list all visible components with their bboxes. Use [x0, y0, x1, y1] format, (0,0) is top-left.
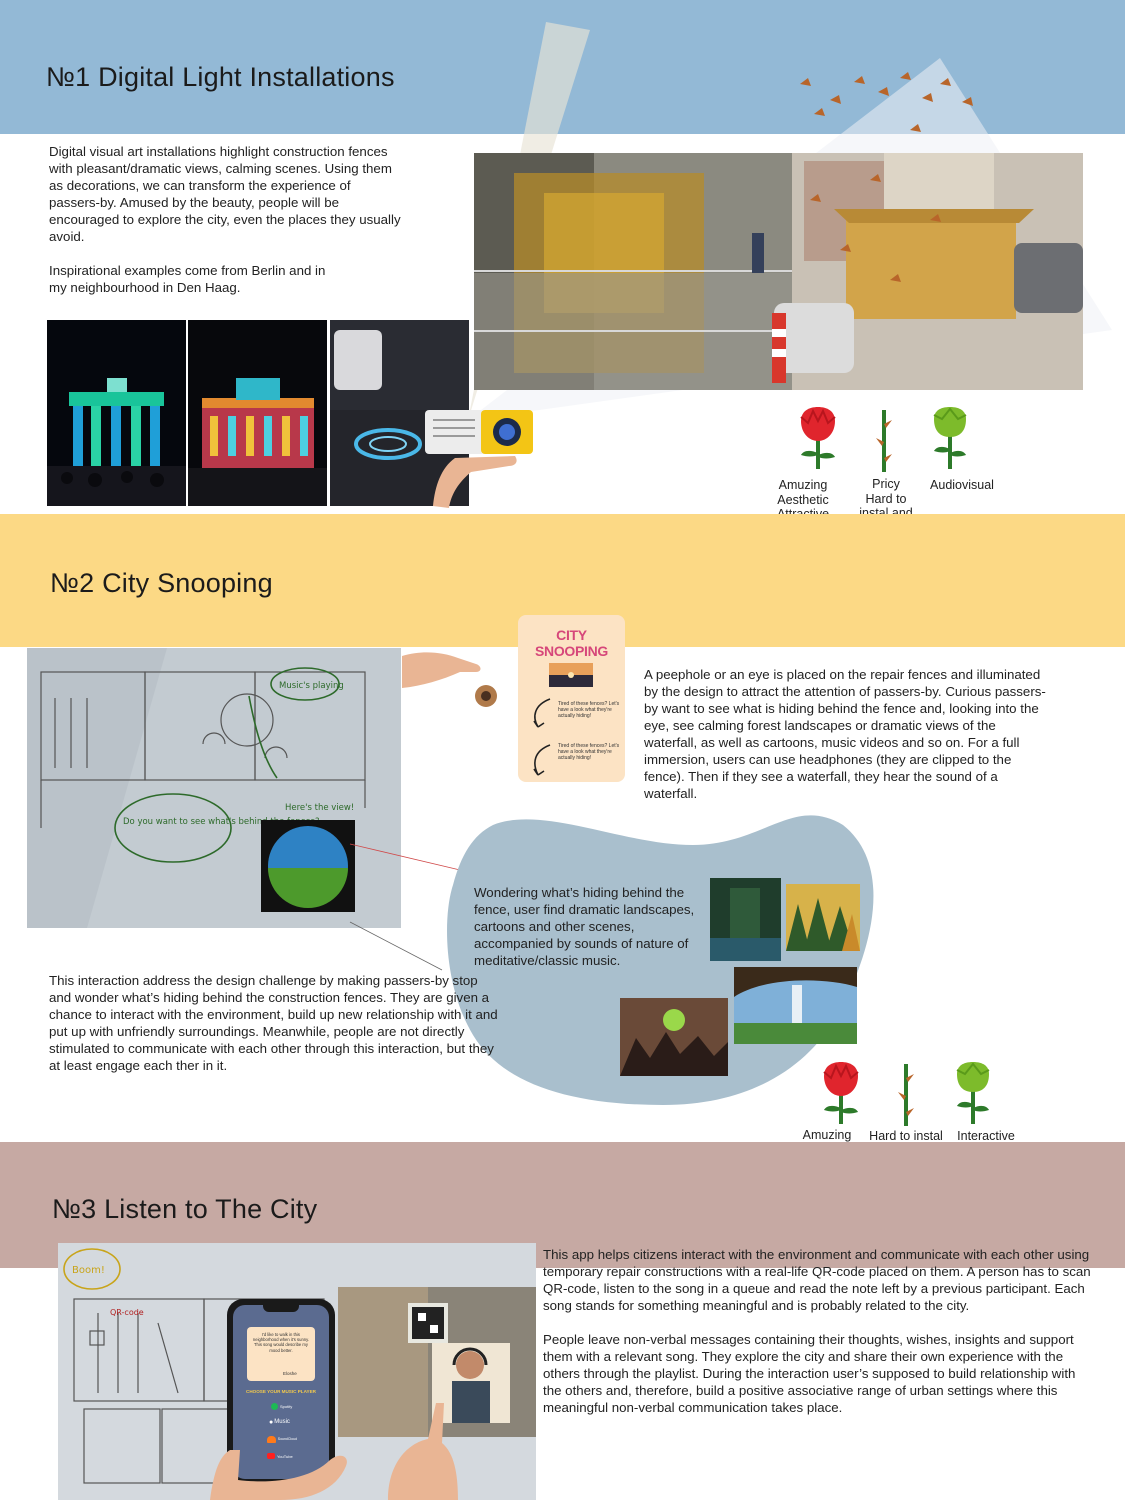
card-sunset-image — [549, 663, 593, 687]
apple-icon: ● — [269, 1418, 274, 1426]
spotify-icon — [271, 1402, 278, 1410]
phone-heading: CHOOSE YOUR MUSIC PLAYER — [246, 1389, 316, 1394]
apple-music-button[interactable]: ● Music — [269, 1417, 299, 1427]
hand-with-peephole-photo — [402, 648, 512, 710]
brandenburg-gate-photo — [47, 320, 186, 506]
street-fence-collage — [474, 153, 1083, 390]
youtube-button[interactable]: YouTube — [267, 1451, 297, 1461]
section1-intro: Digital visual art installations highlig… — [49, 143, 401, 313]
waterfall-photo — [734, 967, 857, 1044]
section2-description: A peephole or an eye is placed on the re… — [644, 667, 1046, 801]
sketch-boom-note: Boom! — [72, 1265, 105, 1276]
blob-text: Wondering what’s hiding behind the fence… — [474, 885, 695, 968]
phone-notch — [263, 1305, 299, 1312]
phone-note-card: I'd like to walk in this neighborhood wh… — [247, 1327, 315, 1381]
sketch-music-note: Music's playing — [279, 681, 344, 691]
phone-note-signature: Eloshe — [283, 1371, 297, 1376]
apple-music-label: Music — [274, 1419, 290, 1425]
thorny-stem-icon — [898, 1064, 914, 1126]
card-title: CITY SNOOPING — [534, 627, 609, 659]
soundcloud-icon — [267, 1435, 276, 1443]
city-snooping-card: CITY SNOOPING Tired of these fences? Let… — [518, 615, 625, 782]
spotify-label: Spotify — [280, 1403, 293, 1409]
soundcloud-button[interactable]: SoundCloud — [267, 1433, 297, 1445]
storyboard-sketch-photo: Do you want to see what's behind the fen… — [27, 648, 401, 928]
green-bud-icon — [933, 407, 967, 469]
section2-neutral: Interactive — [957, 1129, 1015, 1143]
soundcloud-label: SoundCloud — [277, 1437, 297, 1441]
section1-neutral: Audiovisual — [930, 478, 994, 492]
section3-text: This app helps citizens interact with th… — [543, 1246, 1091, 1433]
section3-paragraph2: People leave non-verbal messages contain… — [543, 1332, 1076, 1415]
phone-mockup: I'd like to walk in this neighborhood wh… — [227, 1299, 335, 1485]
illuminated-building-photo — [188, 320, 327, 506]
phone-note-text: I'd like to walk in this neighborhood wh… — [252, 1332, 310, 1353]
sketch-qr-note: QR-code — [110, 1308, 144, 1317]
butterflies-decoration — [800, 72, 973, 282]
phone-screen: I'd like to walk in this neighborhood wh… — [233, 1305, 329, 1479]
dark-forest-photo — [710, 878, 781, 961]
spotify-button[interactable]: Spotify — [271, 1401, 293, 1411]
alien-landscape-photo — [620, 998, 728, 1076]
section3-paragraph1: This app helps citizens interact with th… — [543, 1247, 1091, 1313]
card-curved-arrows — [533, 698, 551, 776]
rose-icon — [823, 1062, 859, 1124]
connector-lines — [349, 843, 461, 971]
section3-title: №3 Listen to The City — [52, 1194, 318, 1224]
autumn-forest-photo — [786, 884, 860, 951]
hand-holding-phone — [210, 1450, 347, 1500]
section1-title: №1 Digital Light Installations — [46, 62, 395, 92]
green-bud-icon — [956, 1062, 990, 1124]
projector-in-hand — [425, 410, 533, 508]
youtube-icon — [267, 1453, 275, 1459]
section1-paragraph1: Digital visual art installations highlig… — [49, 144, 401, 244]
section2-title: №2 City Snooping — [50, 568, 273, 598]
thorny-stem-icon — [876, 410, 892, 472]
sketch-view-note: Here's the view! — [285, 803, 354, 813]
card-note-2: Tired of these fences? Let's have a look… — [558, 743, 620, 761]
sketch-bubble-note: Do you want to see what's behind the fen… — [123, 817, 319, 827]
youtube-label: YouTube — [277, 1453, 293, 1459]
card-note-1: Tired of these fences? Let's have a look… — [558, 701, 620, 719]
section1-paragraph2: Inspirational examples come from Berlin … — [49, 263, 326, 295]
section2-challenge: This interaction address the design chal… — [49, 973, 498, 1073]
rose-icon — [800, 407, 836, 469]
